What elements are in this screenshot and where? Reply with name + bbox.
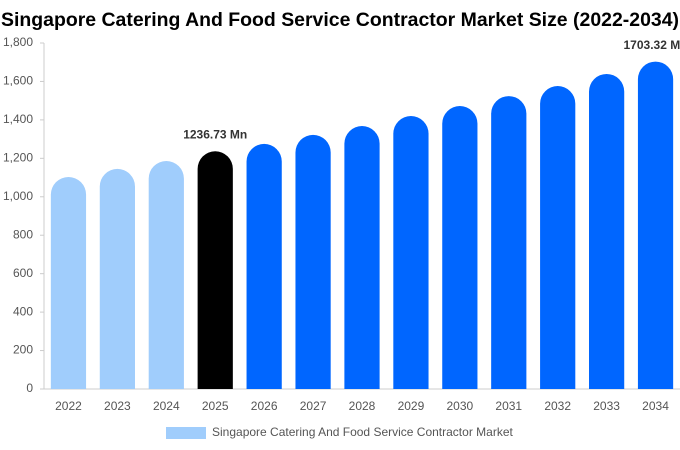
- x-tick-label: 2028: [349, 399, 376, 413]
- x-tick-label: 2030: [446, 399, 473, 413]
- x-tick-label: 2034: [642, 399, 669, 413]
- y-tick-label: 800: [13, 227, 33, 241]
- bar: [99, 168, 135, 389]
- x-tick-label: 2033: [593, 399, 620, 413]
- x-tick-label: 2026: [251, 399, 278, 413]
- value-label: 1236.73 Mn: [183, 127, 247, 141]
- y-tick-label: 1,800: [3, 35, 33, 49]
- legend-swatch: [166, 427, 206, 439]
- x-tick-label: 2031: [495, 399, 522, 413]
- bar: [393, 116, 429, 390]
- y-tick-label: 0: [26, 381, 33, 395]
- bar: [540, 86, 576, 389]
- chart-title: Singapore Catering And Food Service Cont…: [1, 10, 679, 31]
- x-tick-label: 2025: [202, 399, 229, 413]
- x-tick-label: 2032: [544, 399, 571, 413]
- y-tick-label: 1,200: [3, 151, 33, 165]
- bar: [295, 134, 331, 389]
- y-tick-label: 1,600: [3, 74, 33, 88]
- y-tick-label: 1,000: [3, 189, 33, 203]
- bar: [589, 73, 625, 389]
- x-tick-label: 2023: [104, 399, 131, 413]
- x-tick-label: 2029: [398, 399, 425, 413]
- y-tick-label: 400: [13, 304, 33, 318]
- bar: [197, 151, 233, 389]
- bar: [344, 126, 380, 390]
- y-tick-label: 600: [13, 266, 33, 280]
- bar: [442, 106, 478, 389]
- y-tick-label: 200: [13, 343, 33, 357]
- bar: [50, 176, 87, 389]
- y-tick-label: 1,400: [3, 112, 33, 126]
- x-tick-label: 2024: [153, 399, 180, 413]
- bar: [637, 61, 674, 389]
- value-label: 1703.32 Mn: [624, 38, 680, 52]
- x-tick-label: 2027: [300, 399, 327, 413]
- bar: [491, 96, 527, 389]
- x-tick-label: 2022: [55, 399, 82, 413]
- legend-label: Singapore Catering And Food Service Cont…: [212, 425, 513, 439]
- bar: [148, 161, 184, 389]
- bar: [246, 143, 282, 389]
